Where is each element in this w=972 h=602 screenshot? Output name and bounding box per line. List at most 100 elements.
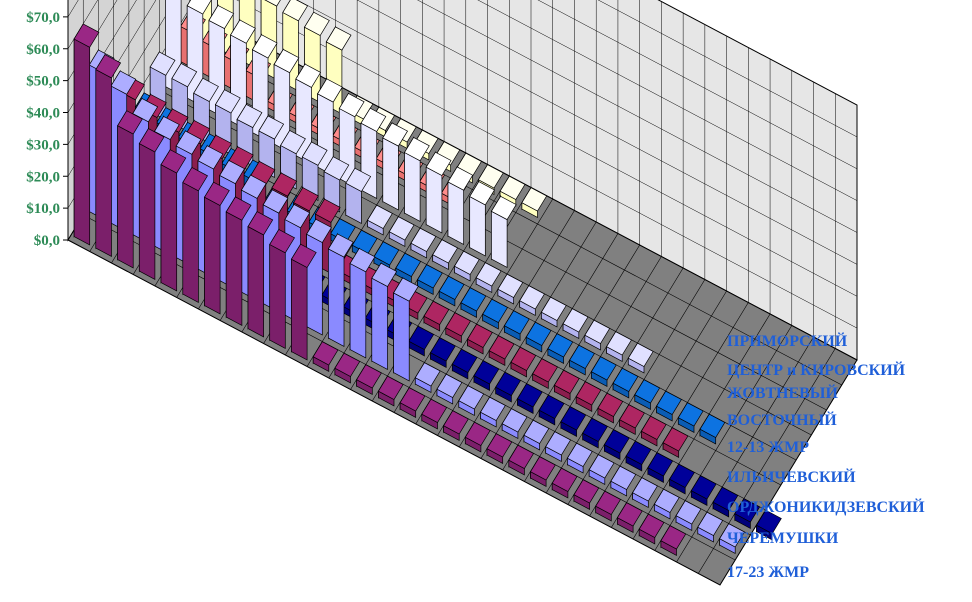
bar-1-15 bbox=[414, 361, 441, 393]
bar-0-0 bbox=[73, 22, 100, 246]
bar-top bbox=[230, 19, 256, 44]
bar-top bbox=[521, 187, 548, 212]
bar-top bbox=[395, 252, 422, 277]
bar-3-23 bbox=[619, 403, 645, 435]
y-tick-label: $10,0 bbox=[26, 201, 60, 217]
bar-0-6 bbox=[204, 180, 230, 315]
bar-1-20 bbox=[523, 418, 550, 451]
bar-top bbox=[447, 166, 474, 191]
bar-1-28 bbox=[697, 510, 724, 543]
bar-2-26 bbox=[669, 462, 695, 495]
bar-2-16 bbox=[451, 347, 478, 380]
bar-0-5 bbox=[182, 166, 208, 303]
bar-top bbox=[638, 513, 665, 538]
bar-top bbox=[460, 287, 487, 312]
bar-2-22 bbox=[582, 416, 608, 449]
bar-3-22 bbox=[597, 391, 624, 424]
bar-1-23 bbox=[588, 453, 615, 485]
bar-top bbox=[547, 333, 574, 358]
bar-top bbox=[280, 130, 306, 155]
bar-front bbox=[182, 181, 199, 303]
bar-5-17 bbox=[519, 284, 545, 316]
bar-top bbox=[410, 227, 437, 252]
bar-5-21 bbox=[606, 330, 632, 362]
bar-6-10 bbox=[382, 121, 408, 211]
bar-4-26 bbox=[699, 412, 726, 445]
bar-top bbox=[603, 429, 630, 454]
bar-top bbox=[517, 383, 543, 408]
bar-front bbox=[160, 164, 178, 292]
bar-3-25 bbox=[662, 426, 689, 458]
bar-top bbox=[582, 417, 608, 442]
bar-top bbox=[282, 0, 309, 22]
bar-6-2 bbox=[208, 4, 235, 119]
bar-1-14 bbox=[393, 276, 419, 382]
bar-top bbox=[699, 413, 726, 438]
bar-6-15 bbox=[490, 195, 517, 268]
bar-2-23 bbox=[603, 428, 630, 460]
bar-front bbox=[447, 181, 464, 245]
bar-0-8 bbox=[247, 210, 274, 338]
series-label: ПРИМОРСКИЙ bbox=[727, 331, 848, 350]
bar-1-18 bbox=[480, 395, 506, 428]
bar-top bbox=[501, 408, 528, 433]
value-grid-line bbox=[67, 0, 858, 201]
bar-top bbox=[225, 196, 252, 221]
bar-4-12 bbox=[395, 251, 422, 284]
bar-top bbox=[647, 452, 674, 477]
bar-top bbox=[519, 285, 545, 310]
bar-1-11 bbox=[327, 232, 354, 347]
bar-top bbox=[236, 103, 263, 129]
bar-2-25 bbox=[647, 451, 674, 483]
bar-top bbox=[510, 346, 537, 371]
value-grid-line bbox=[67, 0, 858, 170]
bar-top bbox=[327, 233, 354, 258]
bar-top bbox=[240, 174, 267, 199]
bar-top bbox=[497, 273, 524, 298]
bar-front bbox=[73, 38, 91, 246]
bar-top bbox=[197, 145, 224, 170]
bar-top bbox=[414, 362, 441, 387]
bar-4-15 bbox=[460, 286, 487, 318]
bar-0-21 bbox=[530, 455, 556, 487]
bar-top bbox=[304, 11, 330, 36]
bar-top bbox=[271, 172, 298, 197]
bar-1-17 bbox=[458, 384, 485, 416]
bar-top bbox=[606, 331, 632, 356]
bar-top bbox=[588, 454, 615, 479]
bar-top bbox=[117, 110, 143, 135]
bar-0-11 bbox=[312, 340, 339, 372]
bar-1-26 bbox=[653, 487, 680, 520]
bar-top bbox=[480, 396, 506, 421]
bar-top bbox=[530, 456, 556, 481]
bar-top bbox=[619, 404, 645, 429]
bar-0-7 bbox=[225, 195, 252, 326]
bar-0-10 bbox=[290, 242, 317, 361]
bar-2-20 bbox=[538, 393, 565, 426]
bar-top bbox=[214, 89, 241, 114]
y-tick-label: $20,0 bbox=[26, 169, 60, 185]
bar-top bbox=[360, 107, 387, 132]
series-label: 17-23 ЖМР bbox=[727, 564, 809, 581]
value-grid-line bbox=[67, 0, 858, 233]
bar-front bbox=[393, 292, 410, 382]
bar-front bbox=[204, 196, 221, 315]
bar-top bbox=[523, 419, 550, 444]
bar-1-13 bbox=[371, 261, 398, 370]
bar-top bbox=[373, 241, 400, 266]
bar-top bbox=[408, 325, 435, 350]
bar-5-16 bbox=[497, 272, 524, 305]
bar-top bbox=[569, 344, 595, 369]
bar-0-26 bbox=[638, 512, 665, 545]
bar-front bbox=[247, 226, 264, 338]
bar-top bbox=[204, 181, 230, 206]
bar-5-13 bbox=[432, 238, 458, 270]
bar-top bbox=[662, 427, 689, 452]
bar-5-22 bbox=[627, 341, 654, 374]
bar-top bbox=[669, 463, 695, 488]
bar-top bbox=[290, 243, 317, 268]
bar-top bbox=[317, 78, 343, 103]
series-labels: ПРИМОРСКИЙ ЦЕНТР и КИРОВСКИЙ ЖОВТНЕВЫЙ ВОСТ… bbox=[727, 331, 925, 581]
bar-2-17 bbox=[473, 359, 500, 391]
bar-top bbox=[293, 187, 319, 212]
